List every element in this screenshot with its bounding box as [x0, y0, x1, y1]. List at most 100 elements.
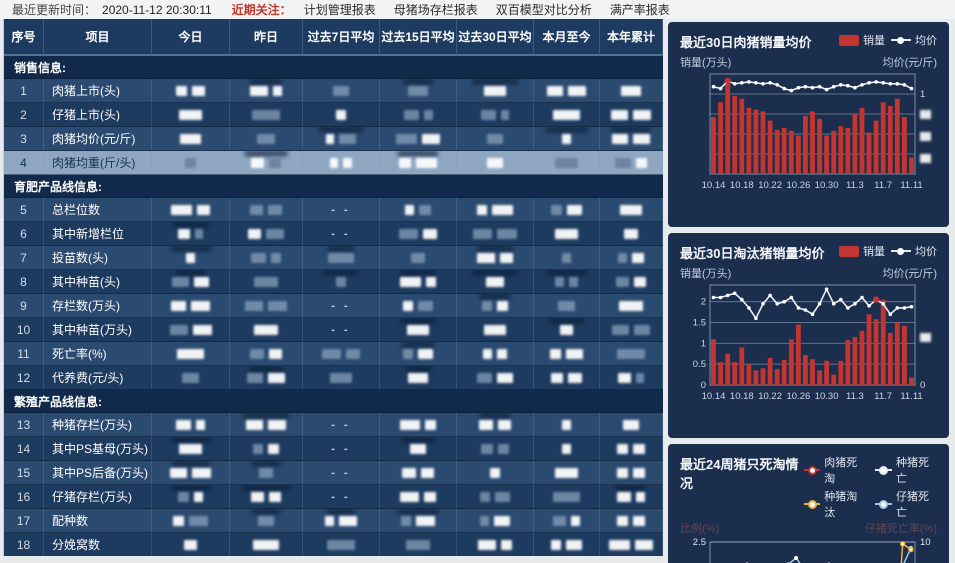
data-cell: - -: [303, 318, 380, 341]
redacted-value: [624, 228, 638, 239]
empty-value: - -: [331, 227, 351, 240]
redacted-value: [402, 467, 416, 478]
redacted-value: [552, 515, 567, 526]
bar: [894, 98, 900, 174]
line-point: [711, 84, 716, 89]
redacted-value: [415, 157, 437, 168]
table-row-12[interactable]: 12 代养费(元/头): [4, 366, 663, 390]
table-row-14[interactable]: 14 其中PS基母(万头) - -: [4, 437, 663, 461]
redacted-value: [171, 276, 189, 287]
redacted-value: [176, 348, 205, 359]
x-tick-label: 10.22: [758, 180, 782, 191]
table-row-7[interactable]: 7 投苗数(头): [4, 246, 663, 270]
redacted-value: [497, 300, 508, 311]
table-row-6[interactable]: 6 其中新增栏位 - -: [4, 222, 663, 246]
column-header-3: 昨日: [230, 19, 303, 56]
legend-item-price[interactable]: 均价: [891, 243, 937, 259]
redacted-value: [270, 252, 281, 263]
redacted-value: [622, 419, 640, 430]
bar: [810, 359, 815, 385]
redacted-value: [561, 443, 572, 454]
bar: [711, 339, 716, 385]
bar: [873, 120, 879, 174]
updated-time-label: 最近更新时间：: [12, 3, 97, 17]
redacted-value: [266, 228, 284, 239]
row-number: 4: [4, 151, 44, 174]
redacted-value: [614, 157, 632, 168]
data-cell: [534, 461, 600, 484]
topbar-link-1[interactable]: 计划管理报表: [303, 3, 376, 17]
x-tick-label: 11.7: [874, 391, 892, 402]
redacted-value: [325, 133, 335, 144]
redacted-value: [632, 467, 646, 478]
redacted-value: [244, 300, 264, 311]
legend-item-sales[interactable]: 销量: [839, 32, 885, 48]
topbar-link-3[interactable]: 双百模型对比分析: [495, 3, 592, 17]
table-row-3[interactable]: 3 肉猪均价(元/斤): [4, 127, 663, 151]
bar: [803, 116, 808, 174]
topbar-link-2[interactable]: 母猪场存栏报表: [393, 3, 478, 17]
data-cell: [457, 437, 534, 460]
y-tick-label: 2.5: [693, 537, 706, 548]
redacted-value: [324, 515, 335, 526]
bar: [887, 105, 893, 174]
table-row-2[interactable]: 2 仔猪上市(头): [4, 103, 663, 127]
redacted-value: [322, 348, 341, 359]
row-number: 3: [4, 127, 44, 150]
row-label: 存栏数(万头): [44, 294, 152, 317]
data-cell: [230, 342, 303, 365]
table-row-9[interactable]: 9 存栏数(万头) - -: [4, 294, 663, 318]
redacted-value: [175, 419, 191, 430]
data-cell: [230, 151, 303, 174]
table-row-16[interactable]: 16 仔猪存栏(万头) - -: [4, 485, 663, 509]
redaction-smudge: [615, 485, 647, 490]
redacted-value: [196, 204, 210, 215]
redacted-value: [420, 467, 434, 478]
table-row-4[interactable]: 4 肉猪均重(斤/头): [4, 151, 663, 175]
table-row-17[interactable]: 17 配种数: [4, 509, 663, 533]
data-cell: [230, 437, 303, 460]
data-cell: [152, 79, 230, 102]
legend-item-2[interactable]: 种猪死亡: [875, 454, 937, 486]
redaction-smudge: [251, 509, 281, 514]
redaction-smudge: [472, 270, 518, 275]
line-point: [902, 306, 907, 310]
redacted-value: [634, 324, 651, 335]
y-tick-label: 2: [701, 297, 706, 308]
redacted-value: [401, 515, 412, 526]
line-point: [881, 81, 885, 85]
x-tick-label: 11.7: [874, 180, 892, 191]
redacted-value: [416, 515, 435, 526]
redacted-value: [417, 300, 433, 311]
chart-panel-cull-sales: 最近30日淘汰猪销量均价 销量 均价 销量(万头) 均价(元/斤) 10.14 1…: [668, 233, 949, 438]
redacted-value: [339, 133, 357, 144]
legend-item-3[interactable]: 种猪淘汰: [803, 488, 866, 520]
table-row-8[interactable]: 8 其中种苗(头): [4, 270, 663, 294]
redacted-value: [399, 491, 419, 502]
table-row-15[interactable]: 15 其中PS后备(万头) - -: [4, 461, 663, 485]
x-tick-label: 11.11: [900, 391, 922, 402]
data-cell: [600, 127, 663, 150]
data-cell: [380, 222, 457, 245]
redacted-value: [554, 467, 579, 478]
legend-item-price[interactable]: 均价: [891, 32, 937, 48]
table-row-10[interactable]: 10 其中种苗(万头) - -: [4, 318, 663, 342]
table-row-5[interactable]: 5 总栏位数 - -: [4, 198, 663, 222]
legend-item-1[interactable]: 肉猪死淘: [803, 454, 866, 486]
table-row-11[interactable]: 11 死亡率(%): [4, 342, 663, 366]
redacted-value: [249, 85, 268, 96]
line-point: [810, 85, 815, 90]
redacted-value: [547, 85, 563, 96]
line-point: [860, 83, 864, 87]
table-row-18[interactable]: 18 分娩窝数: [4, 533, 663, 556]
data-cell: [600, 413, 663, 436]
table-row-13[interactable]: 13 种猪存栏(万头) - -: [4, 413, 663, 437]
table-row-1[interactable]: 1 肉猪上市(头): [4, 79, 663, 103]
redacted-value: [636, 157, 648, 168]
legend-item-4[interactable]: 仔猪死亡: [875, 488, 937, 520]
redacted-value: [496, 372, 513, 383]
data-cell: [380, 246, 457, 269]
bar: [796, 135, 801, 174]
topbar-link-4[interactable]: 满产率报表: [609, 3, 670, 17]
legend-item-sales[interactable]: 销量: [839, 243, 885, 259]
